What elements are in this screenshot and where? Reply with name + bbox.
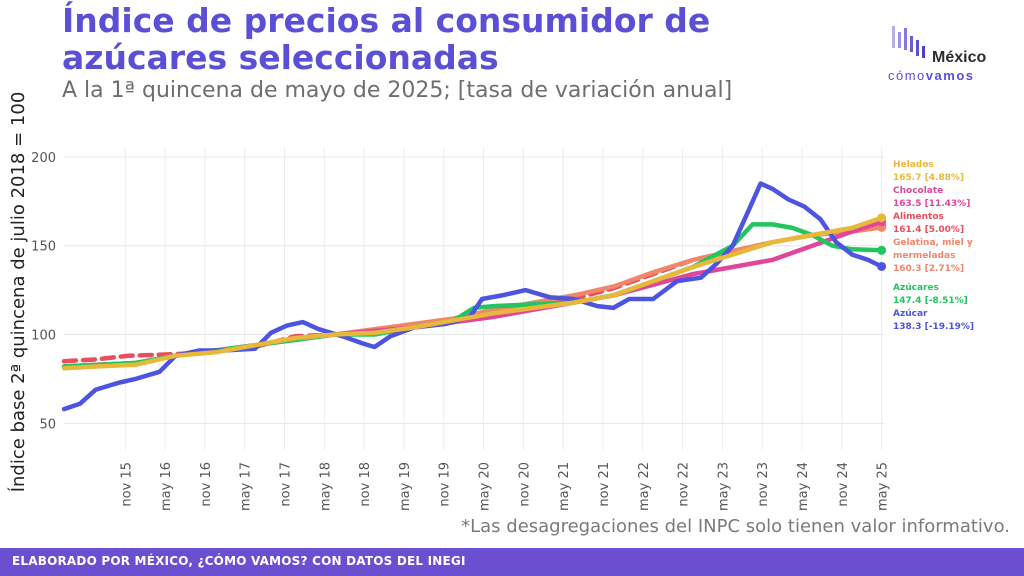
series-lines <box>61 181 887 412</box>
legend: Helados 165.7 [4.88%] Chocolate 163.5 [11.4… <box>893 160 974 332</box>
series-endpoint <box>877 213 887 223</box>
y-tick-label: 100 <box>31 329 56 344</box>
x-axis: nov 15 may 16 nov 16 may 17 nov 17 may 18 nov … <box>119 462 890 511</box>
footer-bar: ELABORADO POR MÉXICO, ¿CÓMO VAMOS? CON D… <box>0 548 1024 576</box>
x-tick-label: may 20 <box>478 462 493 511</box>
legend-value: 147.4 [-8.51%] <box>893 296 968 306</box>
footer-credit: ELABORADO POR MÉXICO, ¿CÓMO VAMOS? CON D… <box>12 554 466 568</box>
series-line-helados <box>61 215 884 371</box>
y-axis-label: Índice base 2ª quincena de julio 2018 = … <box>7 92 29 493</box>
series-endpoint <box>877 261 887 271</box>
chart-title: Índice de precios al consumidor de azúca… <box>62 2 710 76</box>
x-tick-label: may 24 <box>796 462 811 511</box>
legend-name: Chocolate <box>893 186 943 196</box>
chart-title-line1: Índice de precios al consumidor de <box>62 1 711 40</box>
x-tick-label: nov 18 <box>358 462 373 507</box>
x-tick-label: nov 21 <box>597 462 612 507</box>
legend-value: 138.3 [-19.19%] <box>893 322 974 332</box>
legend-name: Gelatina, miel y mermeladas <box>893 238 973 261</box>
x-tick-label: may 19 <box>398 462 413 511</box>
x-tick-label: may 18 <box>318 462 333 511</box>
x-tick-label: may 21 <box>557 462 572 511</box>
footnote: *Las desagregaciones del INPC solo tiene… <box>461 516 1010 537</box>
legend-value: 163.5 [11.43%] <box>893 199 970 209</box>
legend-name: Azúcar <box>893 309 928 319</box>
legend-value: 165.7 [4.88%] <box>893 173 964 183</box>
series-line-az-car <box>61 181 884 412</box>
x-tick-label: nov 24 <box>836 462 851 507</box>
y-axis: 50 100 150 200 <box>31 151 56 432</box>
grid-lines <box>64 148 884 450</box>
logo-name-bottom-b: vamos <box>926 68 975 83</box>
legend-name: Alimentos <box>893 212 944 222</box>
chart-title-line2: azúcares seleccionadas <box>62 38 499 77</box>
x-tick-label: nov 20 <box>517 462 532 507</box>
logo-name-top: México <box>932 49 986 66</box>
x-tick-label: nov 16 <box>199 462 214 507</box>
x-tick-label: may 16 <box>159 462 174 511</box>
x-tick-label: nov 22 <box>677 462 692 507</box>
legend-name: Helados <box>893 160 934 170</box>
logo-name-bottom-a: cómo <box>888 68 926 83</box>
x-tick-label: nov 23 <box>756 462 771 507</box>
legend-value: 160.3 [2.71%] <box>893 264 964 274</box>
bar-waves-icon <box>892 26 925 58</box>
x-tick-label: nov 19 <box>438 462 453 507</box>
legend-name: Azúcares <box>893 283 939 293</box>
y-tick-label: 200 <box>31 151 56 166</box>
x-tick-label: may 17 <box>239 462 254 511</box>
chart-subtitle: A la 1ª quincena de mayo de 2025; [tasa … <box>62 78 733 103</box>
x-tick-label: may 22 <box>637 462 652 511</box>
logo-name-bottom: cómovamos <box>888 68 975 83</box>
y-tick-label: 150 <box>31 240 56 255</box>
legend-value: 161.4 [5.00%] <box>893 225 964 235</box>
x-tick-label: may 23 <box>716 462 731 511</box>
x-tick-label: nov 17 <box>279 462 294 507</box>
x-tick-label: nov 15 <box>119 462 134 507</box>
y-tick-label: 50 <box>39 417 56 432</box>
mexico-como-vamos-logo: México cómovamos <box>888 26 986 83</box>
x-tick-label: may 25 <box>876 462 891 511</box>
series-endpoint <box>877 245 887 255</box>
